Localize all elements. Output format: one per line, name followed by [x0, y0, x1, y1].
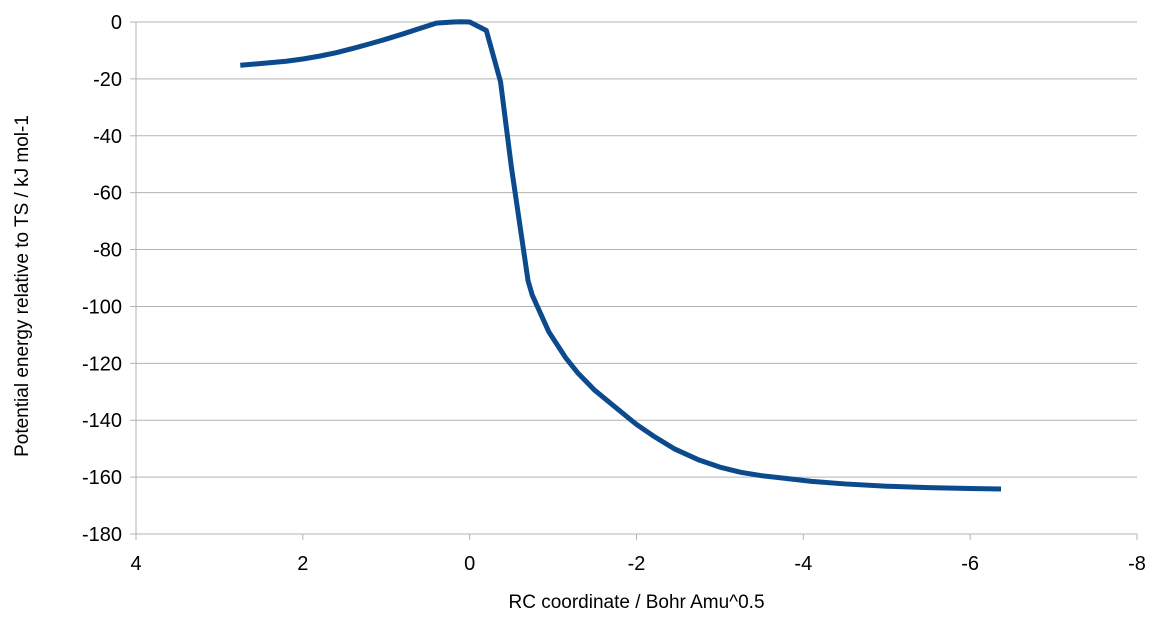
y-tick-label: -160 [82, 467, 122, 489]
x-tick-label: 0 [464, 553, 475, 575]
x-tick-label: -4 [794, 553, 812, 575]
x-tick-label: 4 [130, 553, 141, 575]
y-tick-label: -100 [82, 296, 122, 318]
y-tick-label: -40 [93, 126, 122, 148]
series-layer [240, 19, 1002, 492]
y-tick-label: -80 [93, 240, 122, 262]
y-tick-label: -20 [93, 69, 122, 91]
y-tick-label: -120 [82, 353, 122, 375]
y-tick-label: -180 [82, 524, 122, 546]
series-line [240, 19, 1002, 492]
x-tick-label: -2 [628, 553, 646, 575]
tick-labels: 0 -20 -40 -60 -80 -100 -120 -140 -160 -180 4 2 0 -2 -4… [82, 12, 1146, 575]
x-axis-title: RC coordinate / Bohr Amu^0.5 [508, 592, 764, 613]
y-tick-label: -140 [82, 410, 122, 432]
y-tick-label: -60 [93, 183, 122, 205]
x-tick-label: -6 [961, 553, 979, 575]
axes [135, 22, 1137, 535]
gridlines [136, 21, 1137, 535]
x-tick-label: -8 [1128, 553, 1146, 575]
y-tick-label: 0 [111, 12, 122, 34]
x-tick-label: 2 [297, 553, 308, 575]
y-axis-title: Potential energy relative to TS / kJ mol… [12, 115, 33, 457]
